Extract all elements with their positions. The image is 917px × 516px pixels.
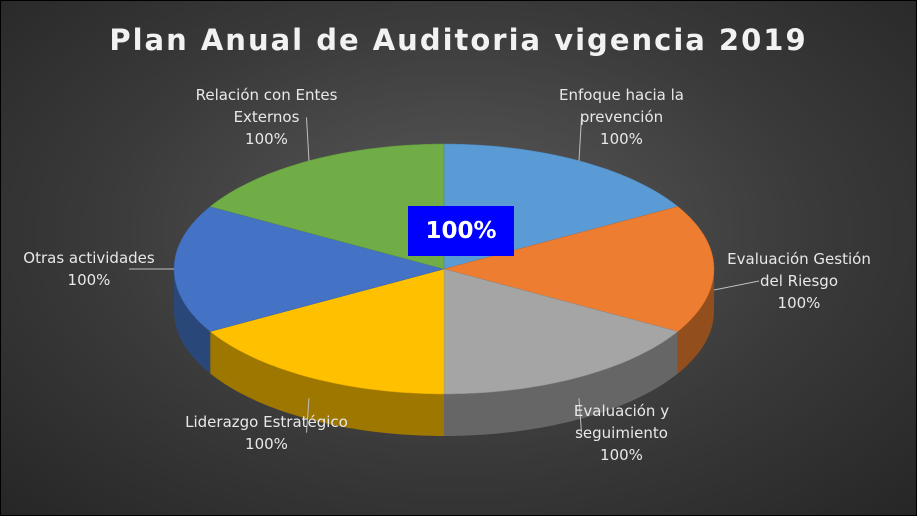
data-label: Relación con Entes Externos 100% [182, 84, 352, 150]
category-label: Relación con Entes Externos [195, 86, 338, 127]
category-label: Otras actividades [23, 249, 155, 267]
leader-line [306, 398, 310, 433]
data-label: Otras actividades 100% [4, 247, 174, 291]
category-label: Liderazgo Estratégico [185, 412, 348, 431]
data-label: Evaluación Gestión del Riesgo 100% [714, 248, 884, 314]
slice-side [677, 269, 714, 374]
leader-line [578, 398, 582, 433]
value-label: 100% [600, 445, 643, 464]
data-label: Liderazgo Estratégico 100% [182, 411, 352, 455]
slice-side [210, 331, 444, 436]
value-label: 100% [777, 294, 821, 312]
value-label: 100% [245, 130, 288, 149]
slice-side [444, 331, 678, 436]
slice [443, 206, 715, 332]
data-label: Enfoque hacia la prevención 100% [537, 84, 707, 150]
leader-line [578, 117, 582, 161]
leader-line [713, 280, 760, 291]
slice [443, 268, 679, 395]
chart-title: Plan Anual de Auditoria vigencia 2019 [109, 23, 808, 57]
slice [209, 268, 445, 395]
category-label: Evaluación Gestión del Riesgo [727, 250, 871, 290]
value-label: 100% [245, 434, 288, 453]
value-label: 100% [67, 271, 111, 289]
leader-line [306, 117, 310, 161]
data-label: Evaluación y seguimiento 100% [537, 400, 707, 466]
value-label: 100% [600, 130, 643, 149]
category-label: Enfoque hacia la prevención [559, 86, 684, 127]
center-annotation: 100% [408, 206, 514, 256]
slice-side [174, 269, 211, 374]
category-label: Evaluación y seguimiento [573, 401, 670, 442]
